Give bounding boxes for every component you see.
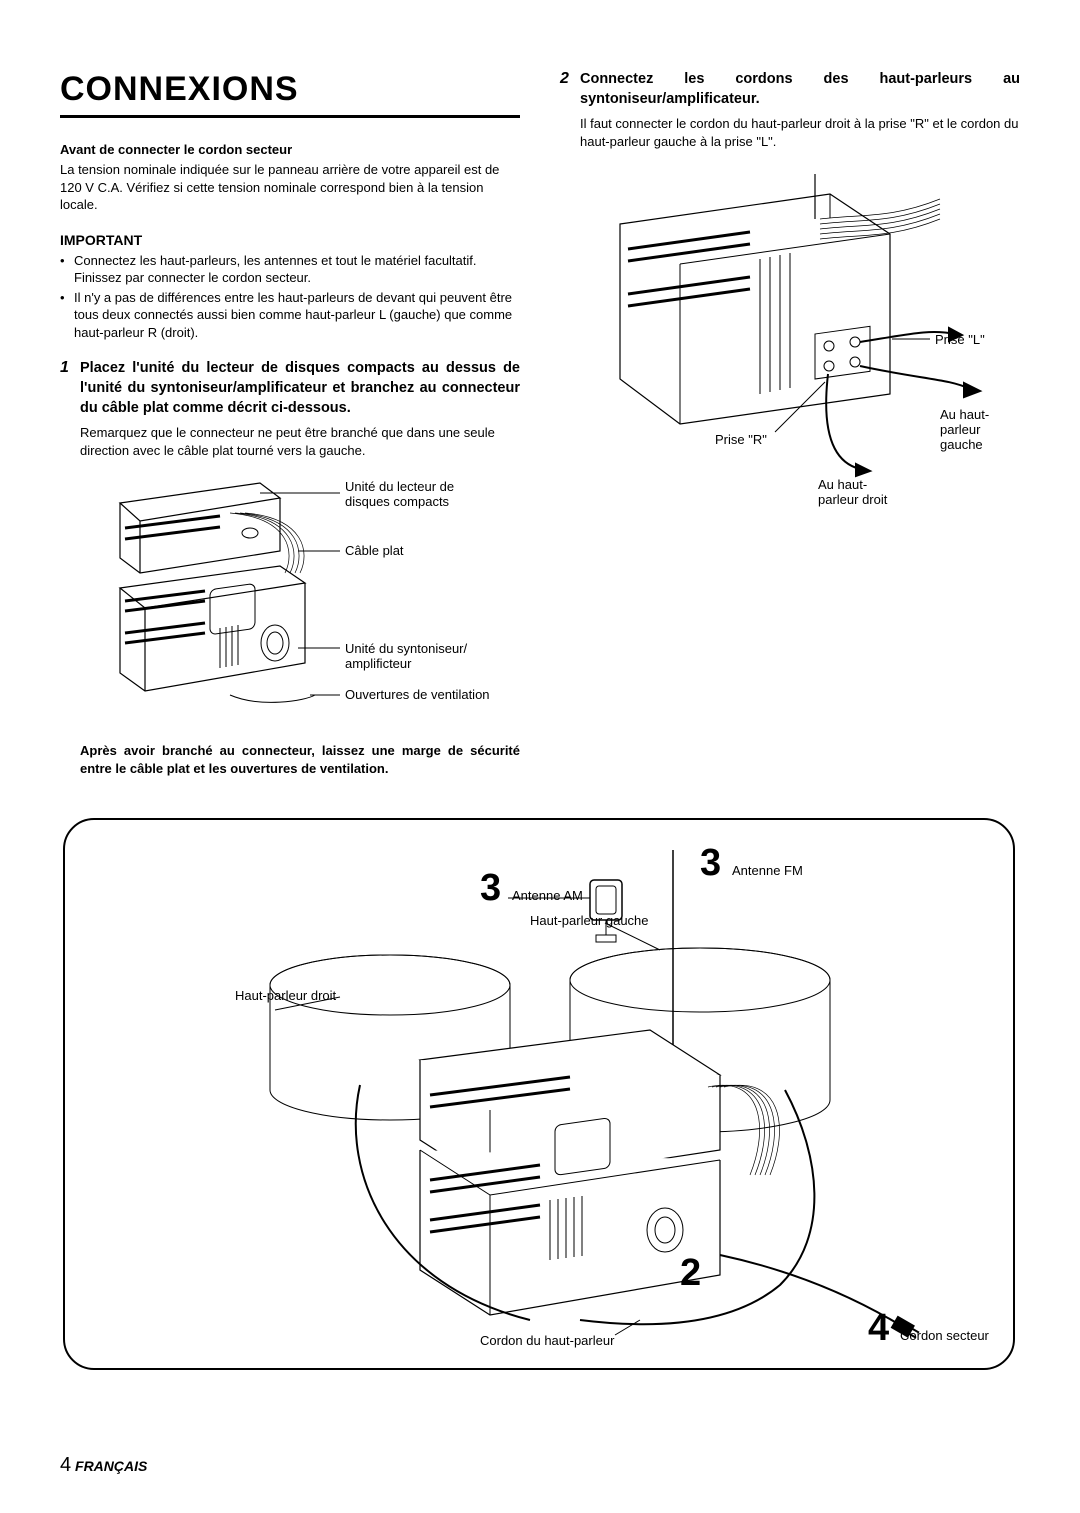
fig3-num-3b: 3 xyxy=(700,842,721,884)
fig2-label-right-speaker: Au haut- parleur droit xyxy=(818,477,888,507)
step-1-number: 1 xyxy=(60,359,80,418)
step-2-number: 2 xyxy=(560,70,580,109)
figure-1: Unité du lecteur de disques compacts Câb… xyxy=(80,473,520,777)
step-2-body: Il faut connecter le cordon du haut-parl… xyxy=(580,115,1020,150)
figure-2: Prise "L" Prise "R" Au haut- parleur gau… xyxy=(560,164,1020,517)
fig3-label-power-cord: Cordon secteur xyxy=(900,1328,990,1343)
step-1-body: Remarquez que le connecteur ne peut être… xyxy=(80,424,520,459)
fig1-label-cd: Unité du lecteur de disques compacts xyxy=(345,479,458,509)
page-number: 4 xyxy=(60,1454,71,1476)
footer: 4 FRANÇAIS xyxy=(60,1454,147,1477)
language-label: FRANÇAIS xyxy=(75,1458,147,1474)
list-item: Connectez les haut-parleurs, les antenne… xyxy=(60,252,520,287)
fig3-label-am: Antenne AM xyxy=(512,888,583,903)
fig1-label-cable: Câble plat xyxy=(345,543,404,558)
title-underline xyxy=(60,115,520,118)
fig1-caption: Après avoir branché au connecteur, laiss… xyxy=(80,742,520,777)
fig3-label-fm: Antenne FM xyxy=(732,863,803,878)
fig3-num-3a: 3 xyxy=(480,867,501,909)
fig1-label-tuner: Unité du syntoniseur/ amplificteur xyxy=(345,641,471,671)
figure-3: 3 3 2 4 Antenne AM Antenne FM Haut-parle… xyxy=(60,815,1020,1378)
fig1-label-vent: Ouvertures de ventilation xyxy=(345,687,490,702)
fig2-label-left-speaker: Au haut- parleur gauche xyxy=(940,407,993,452)
list-item: Il n'y a pas de différences entre les ha… xyxy=(60,289,520,342)
step-1-title: Placez l'unité du lecteur de disques com… xyxy=(80,359,520,418)
step-2-title: Connectez les cordons des haut-parleurs … xyxy=(580,70,1020,109)
fig2-label-prise-r: Prise "R" xyxy=(715,432,767,447)
fig3-num-4: 4 xyxy=(868,1307,889,1349)
important-label: IMPORTANT xyxy=(60,232,520,248)
fig3-label-left-speaker: Haut-parleur gauche xyxy=(530,913,649,928)
fig2-label-prise-l: Prise "L" xyxy=(935,332,985,347)
pre-connect-body: La tension nominale indiquée sur le pann… xyxy=(60,161,520,214)
main-title: CONNEXIONS xyxy=(60,70,520,109)
fig3-label-speaker-cord: Cordon du haut-parleur xyxy=(480,1333,615,1348)
pre-connect-heading: Avant de connecter le cordon secteur xyxy=(60,142,520,157)
fig3-num-2: 2 xyxy=(680,1252,701,1294)
important-bullets: Connectez les haut-parleurs, les antenne… xyxy=(60,252,520,342)
